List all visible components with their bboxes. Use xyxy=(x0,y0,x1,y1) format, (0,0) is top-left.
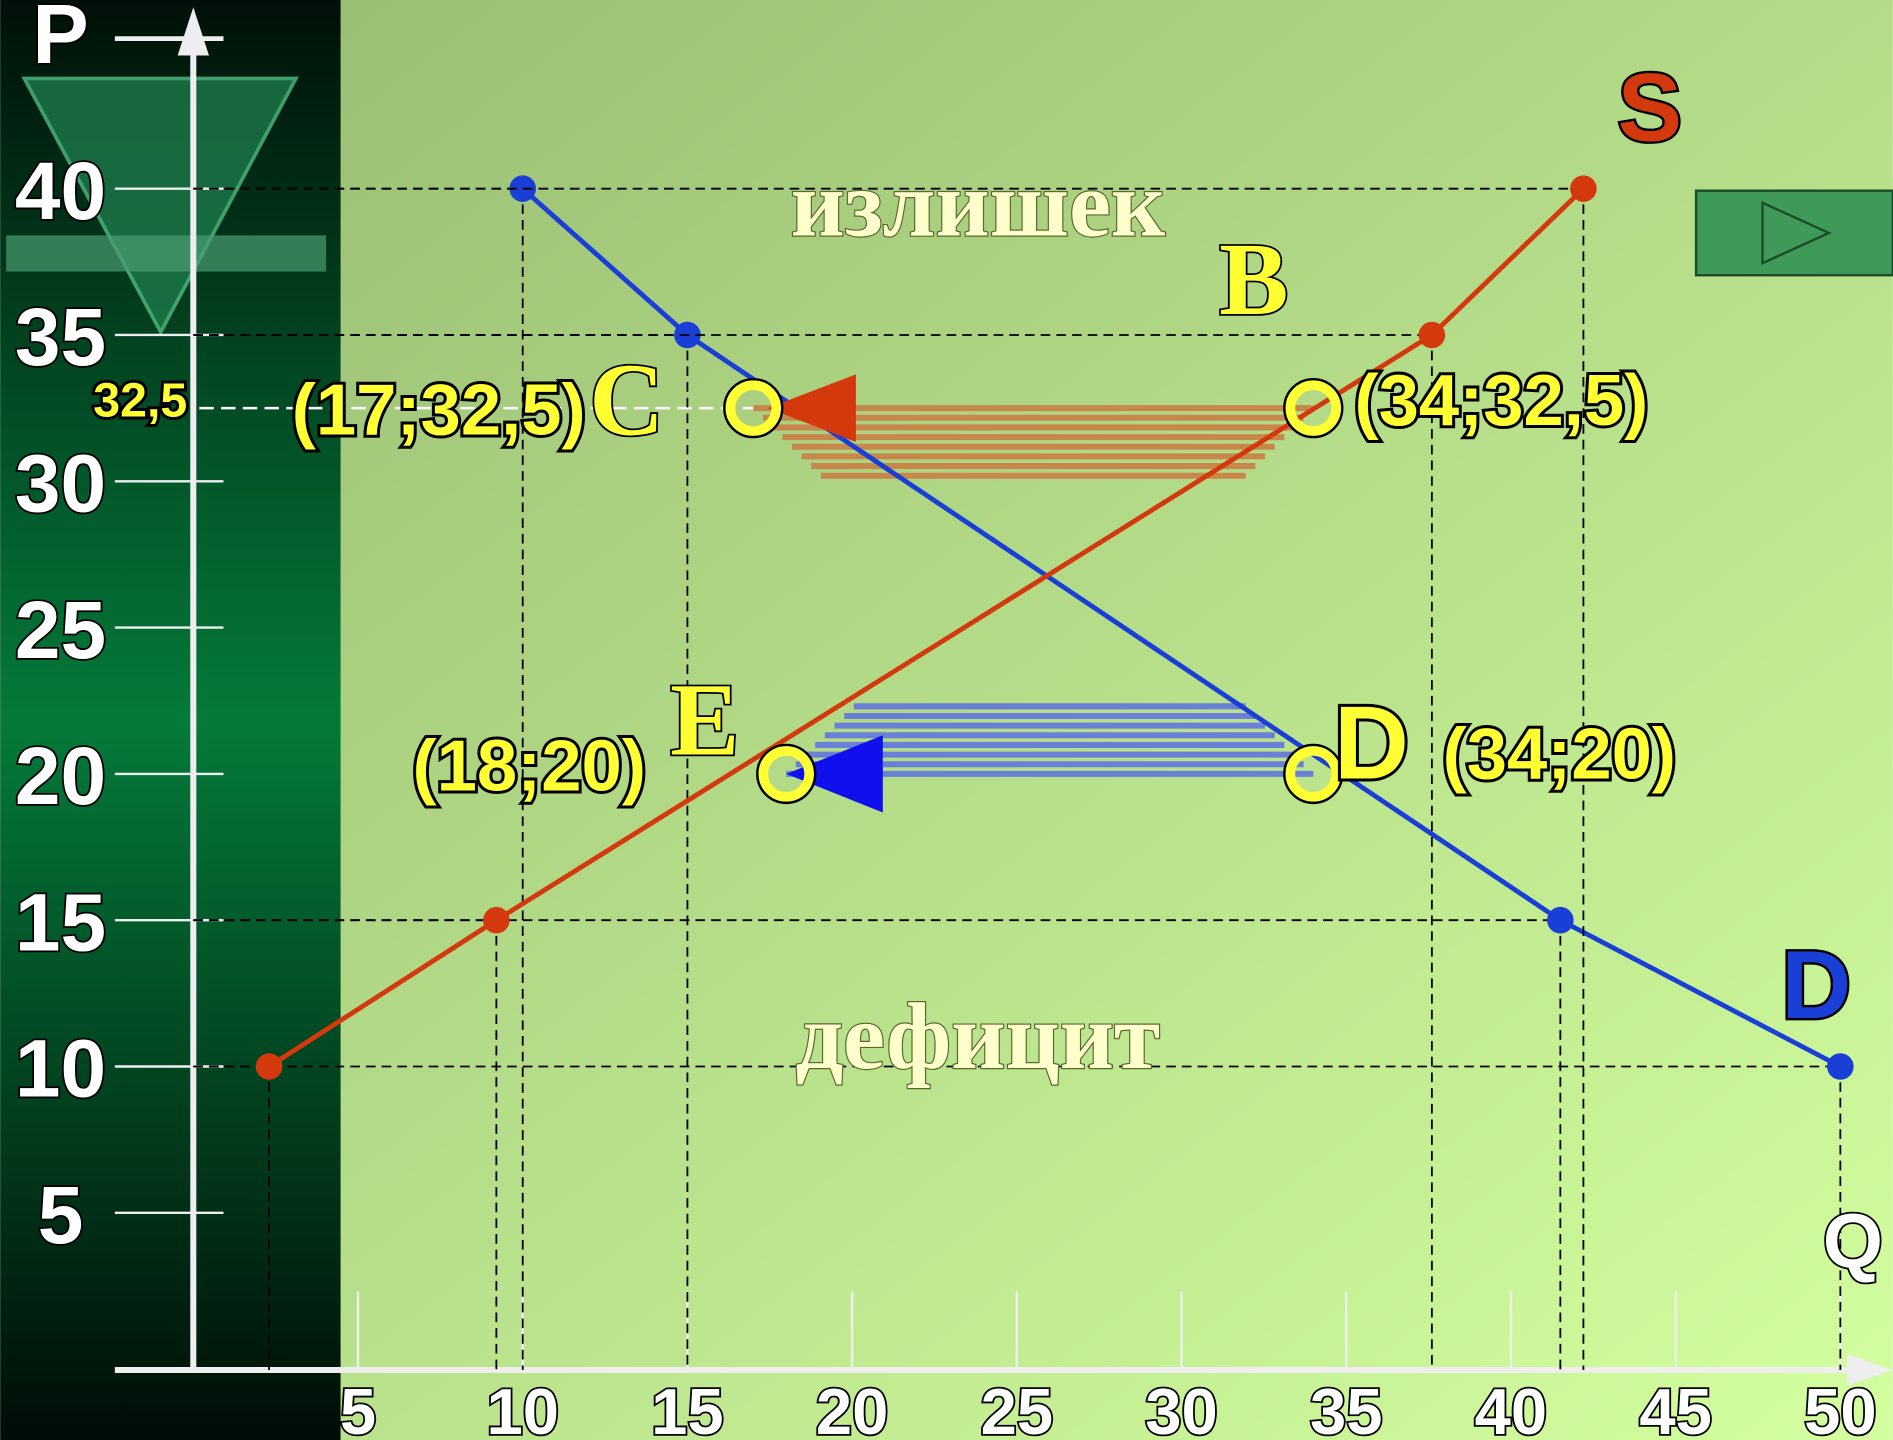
x-axis-arrow xyxy=(1846,1354,1893,1386)
price-marker-label: 32,5 xyxy=(93,373,187,427)
series-point xyxy=(255,1053,283,1080)
deficit-label: дефицит xyxy=(796,985,1161,1089)
point-label: (18;20) xyxy=(413,726,646,807)
key-point-ring xyxy=(1283,377,1344,439)
x-tick-label: 35 xyxy=(1310,1375,1382,1440)
button-icon[interactable] xyxy=(1761,200,1832,266)
series-line xyxy=(521,186,1842,1069)
point-label: (17;32,5) xyxy=(292,370,586,451)
x-axis-label: Q xyxy=(1823,1198,1883,1284)
key-point xyxy=(1285,380,1342,436)
series-point xyxy=(1547,906,1574,934)
y-tick-label: 5 xyxy=(38,1170,84,1261)
series-name: D xyxy=(1781,932,1851,1039)
surplus-arrow xyxy=(767,374,856,442)
key-point xyxy=(758,746,815,802)
button-bg[interactable] xyxy=(1694,189,1893,277)
key-point xyxy=(1285,746,1342,802)
point-letter: D xyxy=(1334,685,1409,801)
point-letter: B xyxy=(1219,223,1288,337)
y-tick-label: 35 xyxy=(15,292,106,383)
surplus-label: излишек xyxy=(791,152,1166,256)
x-tick-label: 25 xyxy=(981,1375,1054,1440)
key-point-ring xyxy=(723,377,784,439)
y-tick-label: 40 xyxy=(15,146,106,237)
x-tick-label: 50 xyxy=(1804,1375,1877,1440)
y-tick-label: 15 xyxy=(15,877,106,968)
series-point xyxy=(1570,175,1597,202)
x-tick-label: 5 xyxy=(340,1375,376,1440)
series-name: S xyxy=(1618,54,1682,161)
deficit-arrow xyxy=(786,735,883,813)
series-line xyxy=(267,186,1586,1069)
point-label: (34;32,5) xyxy=(1354,360,1648,441)
key-point-ring xyxy=(1283,743,1344,805)
x-tick-label: 10 xyxy=(486,1375,559,1440)
logo xyxy=(21,76,299,336)
y-tick-label: 20 xyxy=(15,731,106,822)
key-point-ring xyxy=(756,743,817,805)
key-point xyxy=(725,380,782,436)
logo-bar xyxy=(6,235,327,272)
series-point xyxy=(483,906,510,934)
y-tick-label: 10 xyxy=(15,1024,106,1115)
y-tick-label: 30 xyxy=(15,438,106,529)
series-point xyxy=(1418,321,1446,349)
y-tick-label: 25 xyxy=(15,585,106,676)
x-tick-label: 40 xyxy=(1475,1375,1547,1440)
x-tick-label: 20 xyxy=(816,1375,888,1440)
point-letter: E xyxy=(670,663,739,777)
series-point xyxy=(509,175,536,202)
series-point xyxy=(1827,1053,1854,1080)
x-tick-label: 15 xyxy=(651,1375,724,1440)
x-tick-label: 45 xyxy=(1639,1375,1712,1440)
x-tick-label: 30 xyxy=(1145,1375,1218,1440)
next-button[interactable] xyxy=(1694,189,1893,277)
y-axis-arrow xyxy=(177,7,209,56)
y-axis-label: P xyxy=(32,0,88,81)
point-label: (34;20) xyxy=(1443,714,1676,795)
point-letter: C xyxy=(589,344,664,458)
